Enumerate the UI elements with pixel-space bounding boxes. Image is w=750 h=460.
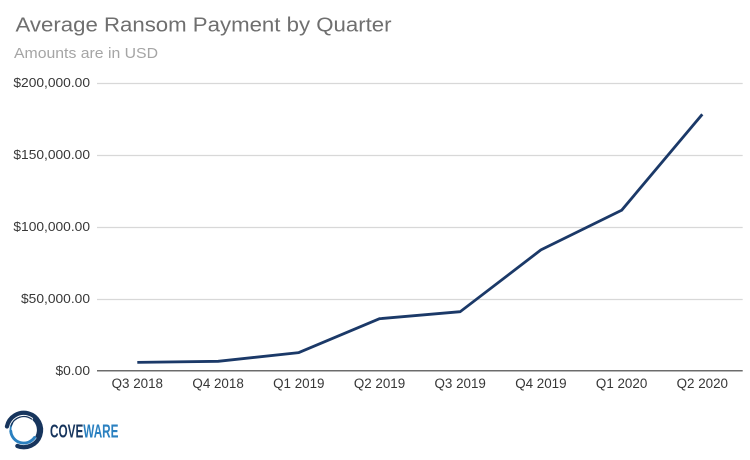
svg-text:Q1 2020: Q1 2020 bbox=[596, 376, 647, 391]
svg-text:Q3 2019: Q3 2019 bbox=[435, 376, 486, 391]
svg-text:Q1 2019: Q1 2019 bbox=[273, 376, 324, 391]
svg-text:Q4 2019: Q4 2019 bbox=[515, 376, 566, 391]
svg-text:$0.00: $0.00 bbox=[56, 363, 91, 378]
svg-text:Q4 2018: Q4 2018 bbox=[192, 376, 243, 391]
svg-text:$100,000.00: $100,000.00 bbox=[13, 219, 90, 234]
svg-text:$150,000.00: $150,000.00 bbox=[13, 147, 90, 162]
svg-text:$50,000.00: $50,000.00 bbox=[21, 291, 90, 306]
svg-text:Q2 2019: Q2 2019 bbox=[354, 376, 405, 391]
svg-text:COVEWARE: COVEWARE bbox=[50, 422, 118, 442]
svg-text:Q2 2020: Q2 2020 bbox=[677, 376, 728, 391]
svg-text:Q3 2018: Q3 2018 bbox=[112, 376, 163, 391]
svg-text:$200,000.00: $200,000.00 bbox=[13, 75, 90, 90]
svg-text:Amounts are in USD: Amounts are in USD bbox=[14, 45, 158, 62]
svg-text:Average Ransom Payment by Quar: Average Ransom Payment by Quarter bbox=[16, 15, 392, 37]
